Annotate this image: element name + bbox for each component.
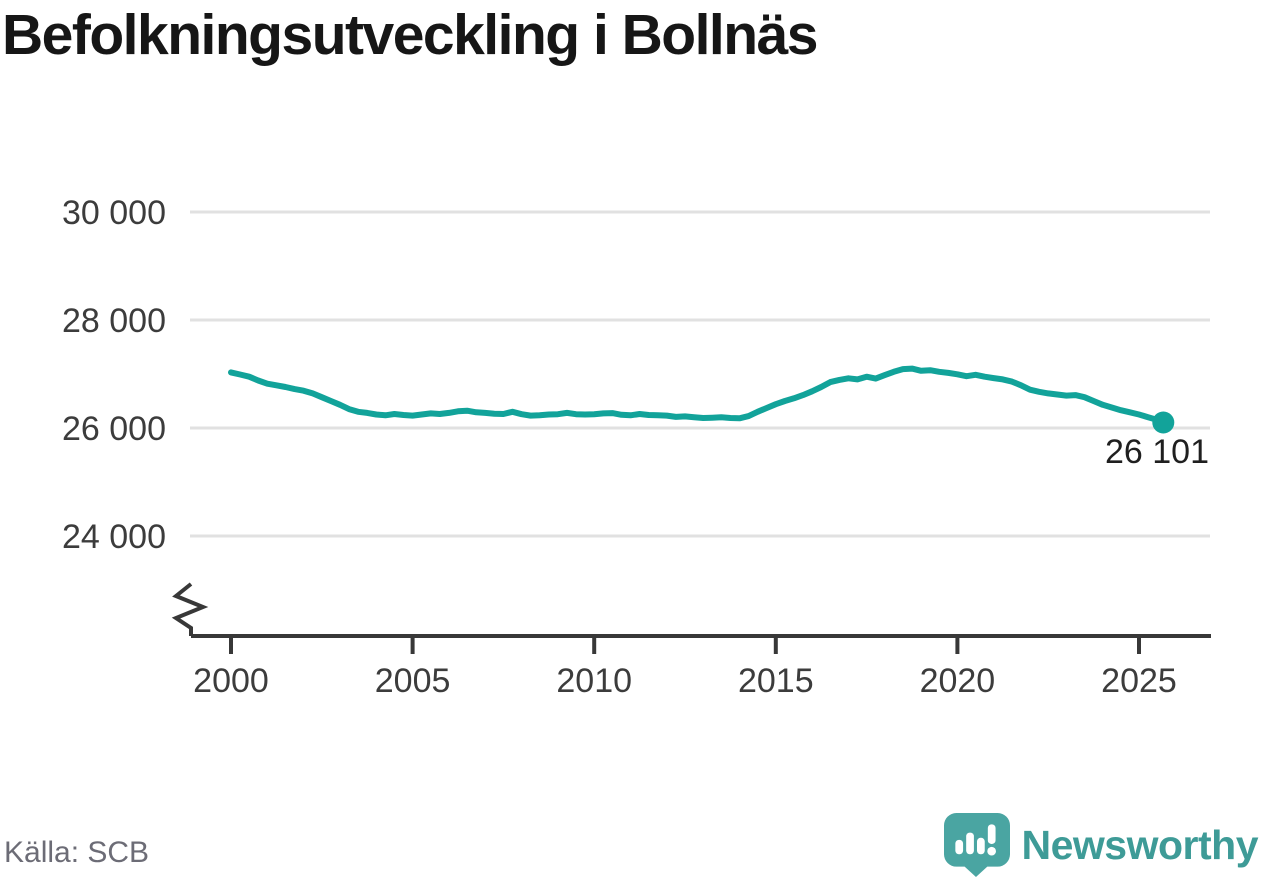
newsworthy-logo: Newsworthy [943, 813, 1259, 877]
y-tick-label-26000: 26 000 [62, 410, 166, 448]
last-value-label: 26 101 [1105, 433, 1209, 471]
y-tick-label-24000: 24 000 [62, 518, 166, 556]
y-tick-label-30000: 30 000 [62, 194, 166, 232]
x-tick-label-2025: 2025 [1101, 662, 1177, 700]
population-line-chart: 24 000 26 000 28 000 30 000 2000 2005 2010 2015… [62, 194, 1211, 700]
y-axis-break-icon [171, 582, 209, 636]
chart-title: Befolkningsutveckling i Bollnäs [2, 3, 819, 67]
x-tick-label-2010: 2010 [556, 662, 632, 700]
y-tick-label-28000: 28 000 [62, 302, 166, 340]
newsworthy-logo-text: Newsworthy [1021, 821, 1259, 868]
last-value-dot [1152, 411, 1175, 434]
population-line-series [228, 365, 1167, 426]
x-tick-label-2005: 2005 [375, 662, 451, 700]
x-tick-label-2000: 2000 [193, 662, 269, 700]
newsworthy-logo-icon [943, 813, 1010, 877]
x-tick-label-2015: 2015 [738, 662, 814, 700]
source-label: Källa: SCB [4, 836, 150, 869]
x-tick-label-2020: 2020 [920, 662, 996, 700]
